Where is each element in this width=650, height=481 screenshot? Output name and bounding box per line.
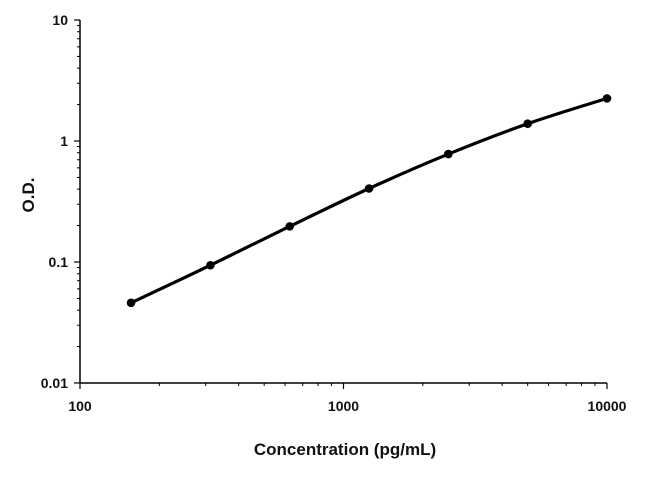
x-axis-title: Concentration (pg/mL) bbox=[254, 440, 436, 459]
y-axis-title: O.D. bbox=[19, 178, 38, 213]
y-tick-label: 1 bbox=[60, 133, 68, 149]
x-tick-label: 100 bbox=[68, 398, 92, 414]
y-tick-label: 10 bbox=[52, 12, 68, 28]
data-point bbox=[523, 119, 532, 128]
data-point bbox=[444, 149, 453, 159]
y-tick-label: 0.1 bbox=[49, 254, 69, 270]
series-line bbox=[129, 96, 609, 305]
data-point bbox=[126, 298, 136, 308]
data-point bbox=[364, 184, 374, 193]
y-tick-label: 0.01 bbox=[41, 375, 68, 391]
data-point bbox=[602, 94, 612, 103]
x-tick-label: 10000 bbox=[588, 398, 627, 414]
data-point bbox=[206, 260, 215, 270]
data-point bbox=[285, 222, 295, 231]
ticks: 0.01 0.1 1 10 100 1000 10000 bbox=[41, 12, 627, 414]
series bbox=[126, 94, 612, 308]
x-tick-label: 1000 bbox=[328, 398, 359, 414]
